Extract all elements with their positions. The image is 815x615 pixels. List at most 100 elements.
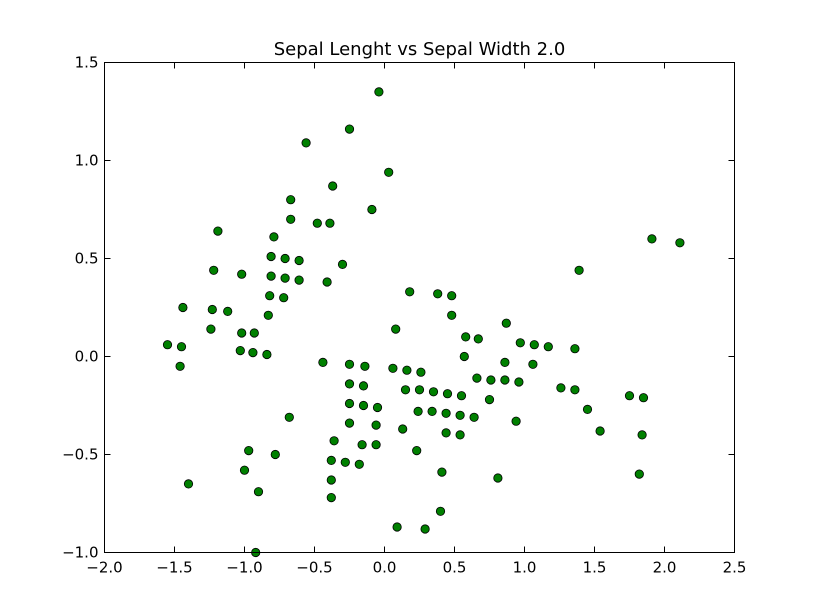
data-point [412,445,422,456]
data-point [344,124,355,134]
data-point [374,87,384,97]
data-point [344,379,355,389]
data-point [326,475,336,485]
y-tick-label: −0.5 [62,446,98,464]
data-point [456,391,467,401]
data-point [175,361,185,371]
data-point [239,465,250,475]
data-point [209,265,219,275]
data-point [358,381,369,391]
data-point [570,344,580,354]
data-point [543,342,553,352]
data-point [286,214,296,224]
data-point [183,479,194,489]
plot-area-frame [104,62,735,553]
data-point [280,273,290,283]
data-point [354,459,364,469]
data-point [178,302,188,313]
data-point [515,338,525,348]
data-point [420,524,430,534]
data-point [266,251,276,262]
x-tick-label: 2.5 [723,559,747,577]
data-point [501,318,511,328]
data-point [400,385,411,395]
data-point [511,416,521,426]
data-point [176,342,187,352]
data-point [284,412,294,422]
data-point [514,377,524,387]
data-point [329,436,339,446]
data-point [337,259,348,269]
data-point [318,357,328,367]
data-point [570,385,580,395]
data-point [301,138,311,148]
data-point [675,238,685,248]
data-point [433,289,443,299]
x-tick-label: −1.0 [226,559,262,577]
data-point [528,359,538,369]
data-point [472,373,482,383]
data-point [556,383,566,393]
x-tick-label: 0.0 [373,559,397,577]
data-point [493,473,503,483]
data-point [582,404,593,414]
x-tick-label: −1.5 [156,559,192,577]
data-point [384,167,394,177]
data-point [500,375,510,385]
data-point [441,408,451,418]
data-point [455,410,465,420]
x-tick-label: 0.5 [443,559,467,577]
y-tick-label: 1.0 [75,152,99,170]
data-point [263,310,273,320]
data-point [235,345,245,356]
data-point [312,218,322,228]
y-tick-label: 0.5 [75,250,99,268]
data-point [437,467,447,477]
y-tick-label: 1.5 [75,54,99,72]
data-point [473,334,483,344]
data-point [162,340,173,350]
data-point [461,332,471,342]
data-point [416,367,426,377]
data-point [447,310,457,320]
data-point [340,457,350,467]
data-point [428,387,439,397]
data-point [249,328,259,338]
data-point [326,492,336,503]
y-tick-label: −1.0 [62,544,98,562]
data-point [206,324,216,334]
data-point [322,277,332,287]
data-point [402,365,412,375]
data-point [248,347,258,358]
data-point [398,424,408,434]
data-point [469,412,479,422]
data-point [294,275,304,285]
data-point [624,391,635,401]
data-point [634,469,644,479]
data-point [371,440,381,450]
x-tick-label: 1.5 [583,559,607,577]
data-point [344,398,355,409]
chart-title: Sepal Lenght vs Sepal Width 2.0 [274,39,566,60]
data-point [647,234,657,244]
data-point [391,324,401,334]
data-point [500,357,510,367]
data-point [325,218,335,228]
data-point [435,506,446,516]
data-point [388,363,398,373]
data-point [529,340,539,350]
data-point [595,426,605,436]
data-point [326,455,336,465]
data-point [237,328,247,338]
data-point [294,255,304,266]
data-point [486,375,496,385]
data-point [328,181,338,191]
data-point [413,406,423,416]
data-point [344,418,355,428]
y-tick-label: 0.0 [75,348,99,366]
data-point [441,428,451,438]
data-point [442,389,453,399]
data-point [237,269,247,279]
